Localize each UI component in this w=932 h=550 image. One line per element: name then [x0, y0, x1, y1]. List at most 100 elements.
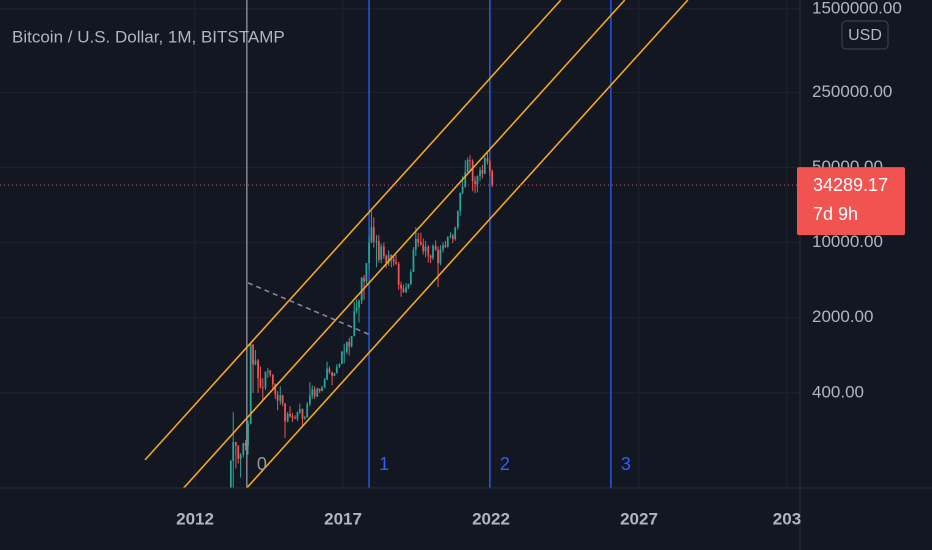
candle-body [456, 210, 459, 228]
candle-body [429, 255, 432, 258]
candle-body [405, 287, 407, 293]
candle-body [291, 415, 294, 418]
countdown-label: 7d 9h [813, 204, 858, 224]
candle-body [261, 387, 264, 389]
candle-body [419, 242, 422, 245]
candle-body [446, 236, 449, 247]
x-tick-label: 2022 [472, 509, 510, 528]
candle-body [353, 311, 356, 337]
candle-body [372, 227, 375, 242]
candle-body [234, 442, 237, 446]
candle-body [313, 389, 316, 397]
candle-body [488, 161, 491, 172]
candle-body [479, 170, 481, 177]
candle-body [343, 351, 346, 353]
candle-body [375, 241, 378, 243]
candle-body [395, 261, 397, 264]
candle-body [338, 363, 341, 367]
candle-body [417, 238, 420, 243]
candle-body [281, 395, 284, 404]
candle-body [461, 186, 464, 193]
candle-body [439, 249, 442, 264]
candle-body [414, 238, 417, 250]
candle-body [286, 413, 289, 422]
candle-body [333, 373, 336, 376]
candle-body [311, 389, 314, 396]
candle-body [464, 172, 467, 187]
y-tick-label: 1500000.00 [812, 0, 902, 17]
currency-button[interactable] [841, 20, 889, 50]
candle-body [257, 360, 259, 378]
grid [0, 0, 800, 488]
candle-body [434, 245, 437, 250]
candle-body [318, 388, 321, 391]
candle-body [454, 227, 457, 240]
candle-body [345, 341, 348, 352]
plot-area [0, 0, 800, 488]
x-tick-label: 2017 [324, 509, 362, 528]
candle-body [422, 244, 425, 252]
candle-body [481, 170, 484, 174]
candle-body [301, 408, 304, 419]
chart-title: Bitcoin / U.S. Dollar, 1M, BITSTAMP [12, 27, 285, 46]
candle-body [402, 288, 405, 293]
candle-body [368, 242, 370, 264]
candle-body [266, 370, 269, 372]
candle-body [358, 300, 360, 308]
axes: 400.002000.0010000.0050000.00250000.0015… [176, 0, 905, 528]
candle-body [437, 249, 439, 264]
candle-body [382, 246, 385, 257]
candle-body [254, 360, 257, 365]
candle-body [363, 277, 365, 282]
candle-body [321, 387, 323, 391]
candle-body [308, 395, 311, 405]
candle-body [298, 408, 301, 413]
candle-body [451, 235, 454, 240]
channel-line [245, 0, 689, 488]
candle-body [360, 277, 363, 301]
y-tick-label: 10000.00 [812, 232, 883, 251]
x-tick-label: 2012 [176, 509, 214, 528]
vertical-marker-label: 2 [500, 454, 510, 474]
candle-body [229, 460, 232, 488]
candle-body [407, 284, 410, 288]
candle-body [365, 263, 368, 282]
candle-body [284, 403, 286, 422]
candle-body [469, 159, 471, 161]
candle-body [242, 443, 245, 455]
candle-body [249, 344, 252, 424]
candle-body [392, 259, 395, 262]
candle-body [264, 371, 267, 388]
candle-body [244, 443, 247, 446]
x-tick-label: 203 [773, 509, 801, 528]
candle-body [232, 442, 235, 461]
candle-body [377, 241, 380, 260]
candle-body [483, 157, 486, 174]
candle-body [432, 245, 434, 258]
candle-body [400, 284, 402, 289]
currency-label[interactable]: USD [848, 27, 882, 44]
candle-body [459, 192, 462, 211]
candle-body [390, 254, 393, 260]
candle-body [474, 181, 476, 185]
candle-body [276, 394, 279, 401]
vertical-marker-label: 3 [621, 454, 631, 474]
candle-body [348, 341, 351, 347]
channel-line [182, 0, 626, 488]
candle-body [323, 379, 326, 388]
candle-body [380, 246, 383, 260]
candle-body [237, 445, 240, 459]
vertical-marker-label: 1 [379, 454, 389, 474]
candle-body [350, 336, 353, 347]
candle-body [471, 160, 474, 182]
candle-body [491, 171, 494, 186]
candle-body [328, 368, 331, 373]
vertical-marker-label: 0 [257, 454, 267, 474]
candle-body [326, 368, 328, 380]
candle-body [331, 372, 333, 376]
candle-body [259, 377, 262, 388]
candle-body [449, 235, 452, 237]
candle-body [409, 272, 412, 285]
